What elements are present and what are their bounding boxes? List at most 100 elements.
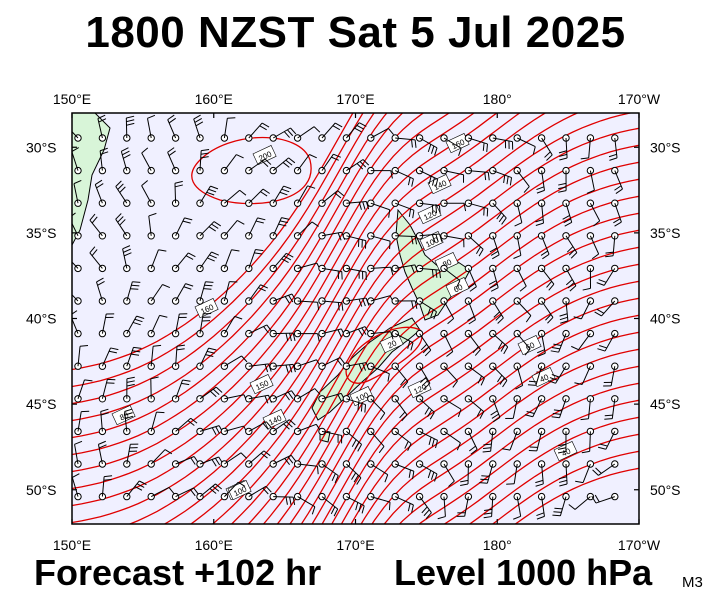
lat-label-right: 30°S [650,139,681,155]
wind-barb [464,297,476,325]
wind-barb [98,408,109,436]
wind-barb [415,395,435,420]
wind-barb [537,264,555,291]
wind-barb [391,199,415,219]
isobar-line [72,113,451,473]
wind-barb [123,480,147,501]
wind-barb [536,166,546,194]
wind-barb [97,114,107,142]
wind-barb [269,419,296,436]
wind-barb [318,264,343,280]
wind-barb [245,217,266,240]
wind-barb [440,297,455,325]
wind-barb [141,147,155,175]
svg-text:40: 40 [538,372,550,384]
wind-barb [513,166,530,193]
wind-barb [147,449,173,468]
wind-barb [269,157,296,175]
wind-barb [196,425,224,436]
wind-barb [171,379,191,403]
wind-barb [293,154,317,175]
wind-barb [513,492,522,520]
wind-barb [74,344,89,370]
wind-barb [391,492,414,513]
wind-barb [440,460,455,487]
wind-barb [141,180,155,207]
wind-barb [220,189,247,207]
wind-barb [147,376,159,403]
wind-barb [89,246,107,273]
wind-barb [571,329,595,351]
wind-barb [415,362,431,390]
wind-barb [318,357,346,370]
wind-barb [167,114,180,142]
wind-barb [96,277,107,305]
wind-barb [391,427,412,451]
wind-barb [391,297,418,309]
lat-label-left: 30°S [26,139,57,155]
wind-barb [171,283,194,305]
wind-barb [98,378,116,403]
wind-barb [171,417,198,436]
wind-barb [592,460,619,476]
wind-barb [605,232,619,258]
lat-label-left: 35°S [26,225,57,241]
wind-barb [123,408,134,436]
wind-barb [367,362,390,382]
wind-barb [293,388,321,403]
model-label: M3 [682,574,703,591]
wind-barb [464,166,490,181]
wind-barb [558,166,570,193]
wind-barb [98,147,109,175]
wind-barb [580,395,595,421]
wind-barb [580,134,595,160]
wind-barb [98,475,113,501]
wind-barb [245,324,273,338]
wind-barb [147,284,171,305]
wind-barb [391,460,415,480]
wind-barb [72,473,82,501]
wind-barb [586,166,595,194]
wind-barb [220,425,248,436]
wind-barb [460,460,473,486]
wind-barb [318,122,343,142]
wind-barb [342,159,370,175]
wind-barb [147,249,167,273]
ocean-background [72,113,639,524]
wind-barb [604,395,619,420]
wind-barb [73,179,82,207]
lon-label-bottom: 160°E [195,537,233,553]
lat-label-right: 50°S [650,482,681,498]
wind-barb [464,134,488,152]
contour-label: 20 [379,333,404,354]
isobar-line [72,113,404,439]
wind-barb [196,281,214,305]
wind-barb [123,346,142,370]
wind-barb [245,362,272,373]
wind-barb [72,294,82,305]
wind-barb [415,427,439,449]
wind-barb [171,344,185,370]
wind-barb [367,166,393,179]
lat-label-right: 40°S [650,311,681,327]
wind-barb [575,460,595,484]
wind-barb [562,232,578,259]
wind-barb [72,147,82,175]
wind-barb [122,245,132,273]
wind-barb [586,199,601,227]
wind-barb [72,310,82,338]
wind-barb [171,180,183,207]
wind-barb [502,427,521,451]
wind-barb [269,127,297,142]
wind-barbs [72,114,623,520]
wind-barb [220,154,244,175]
wind-barb [597,329,619,352]
wind-barb [489,362,508,388]
wind-barb [193,114,204,142]
wind-barb [147,411,165,436]
wind-barb [528,427,546,452]
isobar-line [418,399,639,524]
wind-barb [594,297,619,317]
lon-label-top: 170°E [336,91,374,107]
wind-barb [123,315,145,338]
